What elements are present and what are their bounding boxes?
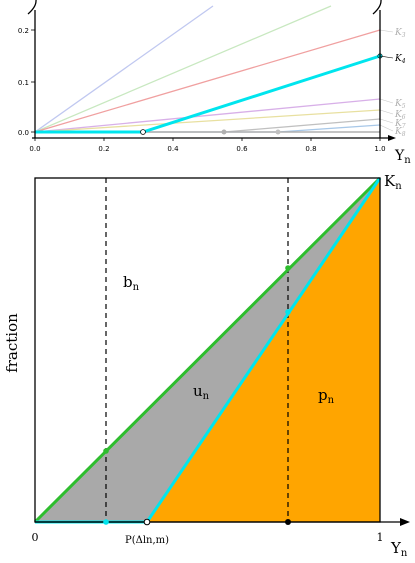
k5-label: K5: [394, 99, 406, 110]
bottom-x-axis-arrow: [400, 518, 410, 526]
blue-line: [34, 5, 214, 133]
top-panel: K3 K4 K5 K6 K7 K8 0.0 0.1 0.2: [18, 0, 411, 166]
y-tick-label: 0.1: [18, 79, 29, 87]
k8-label: K8: [394, 127, 406, 138]
top-x-ticks: 0.0 0.2 0.4 0.6 0.8 1.0: [29, 138, 386, 153]
k7-leader: [379, 118, 394, 124]
cyan-axis-point: [103, 519, 109, 525]
point-label: P(Δln,m): [125, 535, 169, 546]
k6-leader: [379, 109, 394, 115]
top-right-axis-break: [372, 0, 382, 15]
k5-leader: [379, 98, 394, 104]
diagonal-green-line: [33, 176, 382, 524]
top-left-axis-break: [27, 0, 37, 15]
green-intersection-point: [103, 448, 109, 454]
corner-label-k: Kn: [384, 172, 402, 192]
curve-k6: [34, 109, 381, 133]
x-tick-label: 0.8: [305, 145, 316, 153]
bottom-panel: bn un pn Kn fraction 0 1 P(Δln,m) Yn: [3, 172, 410, 559]
label-p: pn: [318, 386, 335, 406]
top-y-ticks: 0.0 0.1 0.2: [18, 27, 35, 137]
green-line: [34, 5, 332, 133]
x-tick-0: 0: [32, 531, 39, 544]
curve-k3: [34, 29, 381, 133]
k6-label: K6: [394, 110, 406, 121]
y-tick-label: 0.0: [18, 129, 29, 137]
y-tick-label: 0.2: [18, 27, 29, 35]
k3-leader: [379, 29, 394, 33]
k7-label: K7: [394, 119, 406, 130]
x-tick-1: 1: [377, 531, 384, 544]
curve-k5: [34, 98, 381, 133]
k3-label: K3: [394, 28, 406, 39]
label-u: un: [193, 382, 210, 402]
k4-label: K4: [394, 54, 406, 65]
k7-kink-point: [221, 129, 227, 135]
k8-kink-point: [275, 129, 281, 135]
k4-kink-point: [140, 129, 146, 135]
x-tick-label: 0.6: [236, 145, 248, 153]
x-tick-label: 0.4: [167, 145, 179, 153]
top-x-axis-arrow: [388, 135, 396, 141]
curve-labels: K3 K4 K5 K6 K7 K8: [379, 28, 406, 138]
k4-leader: [379, 55, 394, 59]
top-x-axis-label: Yn: [394, 148, 411, 166]
cyan-upper-point: [285, 309, 291, 315]
kink-point: [143, 518, 151, 526]
y-axis-label: fraction: [3, 313, 21, 373]
x-tick-label: 1.0: [374, 145, 385, 153]
x-tick-label: 0.2: [98, 145, 109, 153]
k8-leader: [379, 124, 394, 132]
bottom-x-axis-label: Yn: [390, 539, 408, 559]
x-tick-label: 0.0: [29, 145, 40, 153]
label-b: bn: [123, 273, 140, 293]
black-axis-point: [285, 519, 291, 525]
green-upper-point: [285, 265, 291, 271]
